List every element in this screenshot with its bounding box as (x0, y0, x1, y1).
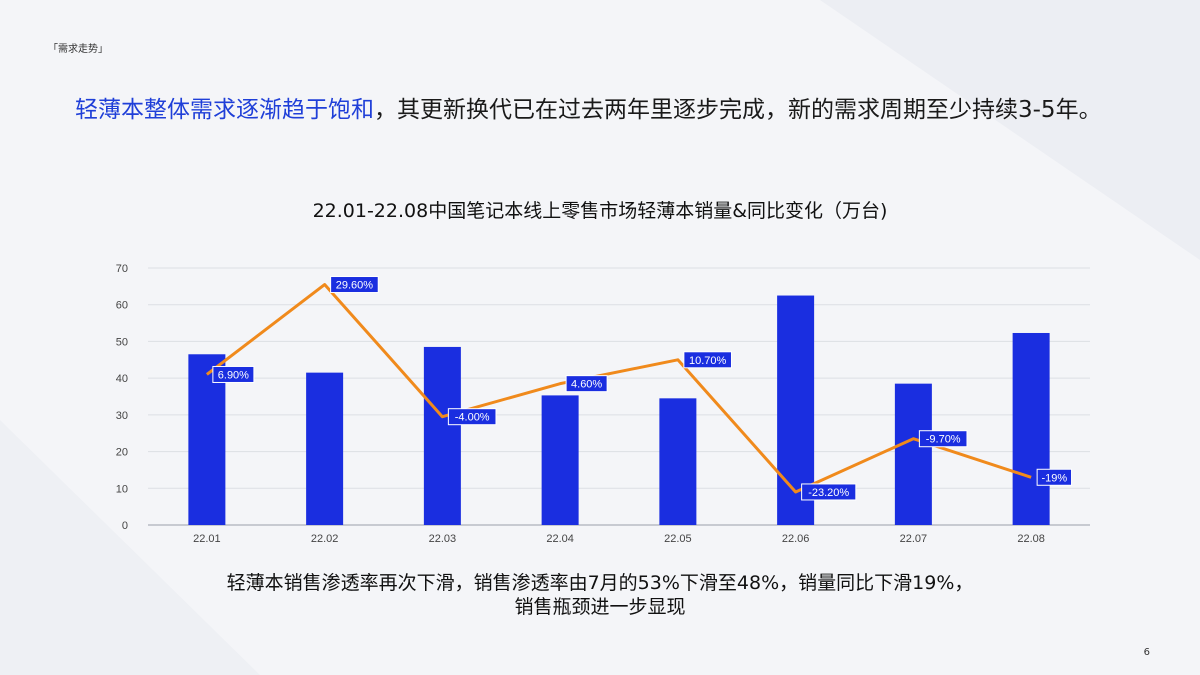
bar (894, 383, 932, 525)
bar (541, 395, 579, 525)
x-tick-label: 22.08 (1017, 533, 1045, 545)
data-label: -9.70% (926, 434, 961, 446)
x-tick-label: 22.03 (429, 533, 457, 545)
headline: 轻薄本整体需求逐渐趋于饱和，其更新换代已在过去两年里逐步完成，新的需求周期至少持… (75, 86, 1135, 135)
section-tag: 「需求走势」 (48, 44, 108, 55)
y-tick-label: 0 (122, 520, 128, 532)
y-tick-label: 30 (116, 410, 128, 422)
x-tick-label: 22.02 (311, 533, 339, 545)
page-number: 6 (1143, 647, 1150, 658)
y-tick-label: 70 (116, 263, 128, 275)
y-tick-label: 60 (116, 300, 128, 312)
x-tick-label: 22.07 (900, 533, 928, 545)
x-tick-label: 22.04 (546, 533, 574, 545)
bar (423, 346, 461, 525)
caption-line-2: 销售瓶颈进一步显现 (514, 596, 686, 618)
y-tick-label: 40 (116, 373, 128, 385)
data-label-box (330, 276, 379, 294)
x-tick-label: 22.05 (664, 533, 692, 545)
sales-chart: 0 10 20 30 40 50 60 70 22.01 22.02 22.03 22.04 22.05… (116, 263, 1090, 545)
yoy-line (205, 283, 1032, 494)
caption-line-1: 轻薄本销售渗透率再次下滑，销售渗透率由7月的53%下滑至48%，销量同比下滑19… (226, 572, 974, 594)
y-tick-label: 10 (116, 483, 128, 495)
data-label-box (801, 483, 857, 501)
data-label-box (212, 365, 255, 383)
headline-highlight: 轻薄本整体需求逐渐趋于饱和 (75, 97, 374, 123)
data-label: 6.90% (218, 369, 249, 381)
headline-rest: ，其更新换代已在过去两年里逐步完成，新的需求周期至少持续3-5年。 (374, 97, 1102, 123)
chart-caption: 轻薄本销售渗透率再次下滑，销售渗透率由7月的53%下滑至48%，销量同比下滑19… (0, 571, 1200, 619)
data-label-box (447, 408, 497, 426)
data-label: -23.20% (808, 487, 849, 499)
bar (1012, 332, 1050, 525)
data-label-box (1036, 468, 1073, 486)
bar (659, 398, 697, 525)
x-tick-label: 22.06 (782, 533, 810, 545)
data-label-box (565, 375, 608, 393)
chart-title: 22.01-22.08中国笔记本线上零售市场轻薄本销量&同比变化（万台) (312, 200, 888, 222)
y-tick-label: 50 (116, 336, 128, 348)
bar (306, 372, 344, 525)
data-label: -19% (1041, 472, 1067, 484)
y-tick-label: 20 (116, 447, 128, 459)
data-label-box (918, 430, 968, 448)
x-tick-label: 22.01 (193, 533, 221, 545)
data-label: -4.00% (455, 412, 490, 424)
data-label: 29.60% (336, 280, 374, 292)
data-label: 10.70% (689, 355, 727, 367)
data-label-box (683, 351, 732, 369)
data-label: 4.60% (571, 379, 602, 391)
